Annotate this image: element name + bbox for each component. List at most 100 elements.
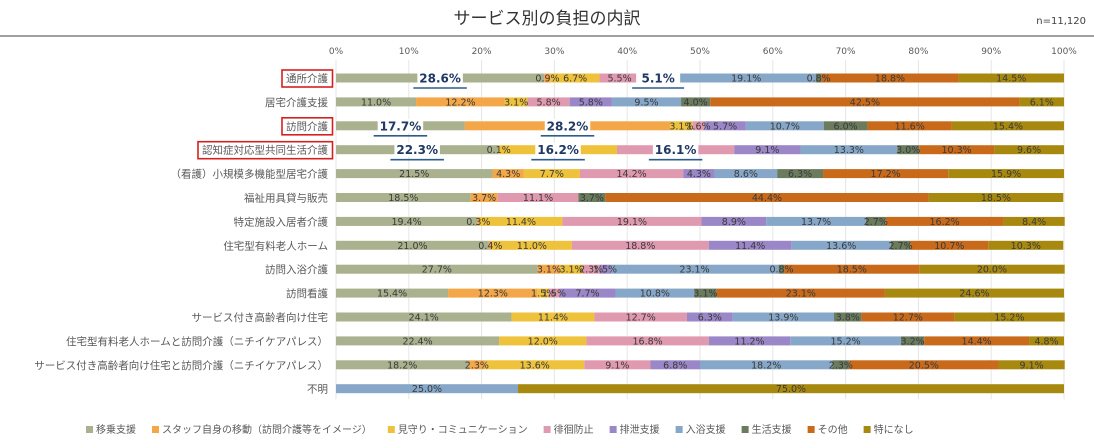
bar-segment [784, 264, 920, 274]
category-label: 訪問入浴介護 [265, 263, 328, 276]
bar-segment [584, 360, 651, 370]
bar-segment [544, 73, 551, 83]
bar-segment [579, 169, 684, 179]
data-label: 10.7% [770, 121, 800, 132]
bar-segment [890, 240, 911, 250]
bar-segment [998, 360, 1065, 370]
bar-segment [511, 312, 595, 322]
data-label: 13.9% [768, 313, 798, 324]
data-label: 10.7% [934, 241, 964, 252]
data-label: 8.6% [734, 169, 758, 180]
x-tick-label: 50% [690, 47, 710, 57]
data-label: 0.9% [535, 74, 559, 85]
bar-segment [586, 336, 709, 346]
bar-segment [537, 264, 561, 274]
bar-segment [336, 288, 449, 298]
highlight-data-label: 16.1% [655, 143, 697, 157]
category-label: 居宅介護支援 [265, 96, 328, 109]
bar-segment [919, 145, 995, 155]
data-label: 18.2% [751, 360, 781, 371]
data-label: 27.7% [422, 265, 452, 276]
category-label: 通所介護 [286, 72, 328, 85]
x-tick-label: 70% [836, 47, 856, 57]
data-label: 12.2% [445, 97, 475, 108]
data-label: 1.5% [542, 289, 566, 300]
data-label: 21.5% [399, 169, 429, 180]
data-label: 2.7% [888, 241, 912, 252]
bar-segment [821, 73, 959, 83]
legend: 移乗支援 スタッフ自身の移動（訪問介護等をイメージ） 見守り・コミュニケーション 徘徊… [86, 423, 914, 436]
legend-label: 特になし [874, 424, 914, 436]
bar-segment [861, 312, 955, 322]
legend-label: 移乗支援 [96, 423, 136, 436]
bar-segment [479, 216, 563, 226]
category-label: 住宅型有料老人ホーム [223, 239, 328, 252]
bar-segment [708, 336, 791, 346]
bar-segment [791, 240, 891, 250]
bar-segment [470, 193, 498, 202]
data-label: 17.2% [871, 169, 901, 180]
bar-segment [571, 240, 709, 250]
bar-segment [416, 97, 505, 107]
legend-swatch [807, 426, 815, 433]
bar-segment [714, 169, 778, 179]
bar-segment [578, 193, 606, 202]
bar-segment [336, 384, 518, 394]
bar-segment [497, 193, 579, 202]
bar-segment [582, 264, 600, 274]
highlight-label-bg [652, 142, 699, 157]
category-label: 福祉用具貸与販売 [244, 192, 328, 205]
bar-segment [569, 97, 612, 107]
legend-swatch [863, 426, 871, 433]
data-label: 9.6% [1017, 145, 1041, 156]
legend-swatch [86, 426, 93, 433]
bar-segment [518, 384, 1064, 394]
data-label: 3.1% [537, 265, 561, 276]
data-label: 3.2% [901, 336, 925, 347]
highlight-data-label: 28.2% [547, 119, 589, 133]
x-tick-label: 100% [1051, 47, 1077, 57]
bar-segment [692, 121, 705, 131]
data-label: 15.2% [994, 313, 1024, 324]
bar-segment [954, 312, 1065, 322]
x-tick-label: 20% [472, 47, 492, 57]
data-label: 23.1% [679, 265, 709, 276]
highlight-label-bg [535, 142, 581, 157]
bar-segment [766, 216, 866, 226]
data-label: 3.1% [559, 265, 583, 276]
bar-segment [924, 336, 1030, 346]
bar-segment [611, 97, 682, 107]
data-label: 11.1% [523, 193, 553, 204]
bar-segment [336, 97, 417, 107]
category-label: 認知症対応型共同生活介護 [202, 144, 328, 157]
data-label: 6.7% [563, 74, 587, 85]
data-label: 15.4% [377, 289, 407, 300]
bar-segment [594, 312, 687, 322]
data-label: 2.7% [864, 217, 888, 228]
bar-segment [910, 240, 989, 250]
bar-segment [610, 264, 779, 274]
highlight-label-bg [377, 118, 424, 133]
data-label: 20.0% [977, 265, 1007, 276]
bar-segment [1029, 336, 1064, 346]
x-tick-label: 90% [981, 47, 1001, 57]
bar-segment [683, 169, 715, 179]
data-label: 10.8% [640, 289, 670, 300]
x-tick-label: 10% [399, 47, 419, 57]
category-label: （看護）小規模多機能型居宅介護 [171, 168, 329, 181]
bar-segment [559, 288, 616, 298]
data-label: 13.7% [801, 217, 831, 228]
bar-segment [800, 145, 898, 155]
bar-segment [710, 97, 1020, 107]
bar-segment [823, 169, 949, 179]
data-label: 21.0% [397, 241, 427, 252]
data-label: 11.6% [895, 121, 925, 132]
data-label: 3.7% [472, 193, 496, 204]
data-label: 11.0% [517, 241, 547, 252]
highlight-data-label: 28.6% [419, 72, 461, 86]
data-label: 3.1% [693, 289, 717, 300]
highlight-data-label: 22.3% [396, 143, 438, 157]
data-label: 13.6% [826, 241, 856, 252]
data-label: 11.4% [735, 241, 765, 252]
category-label: 住宅型有料老人ホームと訪問介護（ニチイケアパレス） [66, 335, 328, 348]
